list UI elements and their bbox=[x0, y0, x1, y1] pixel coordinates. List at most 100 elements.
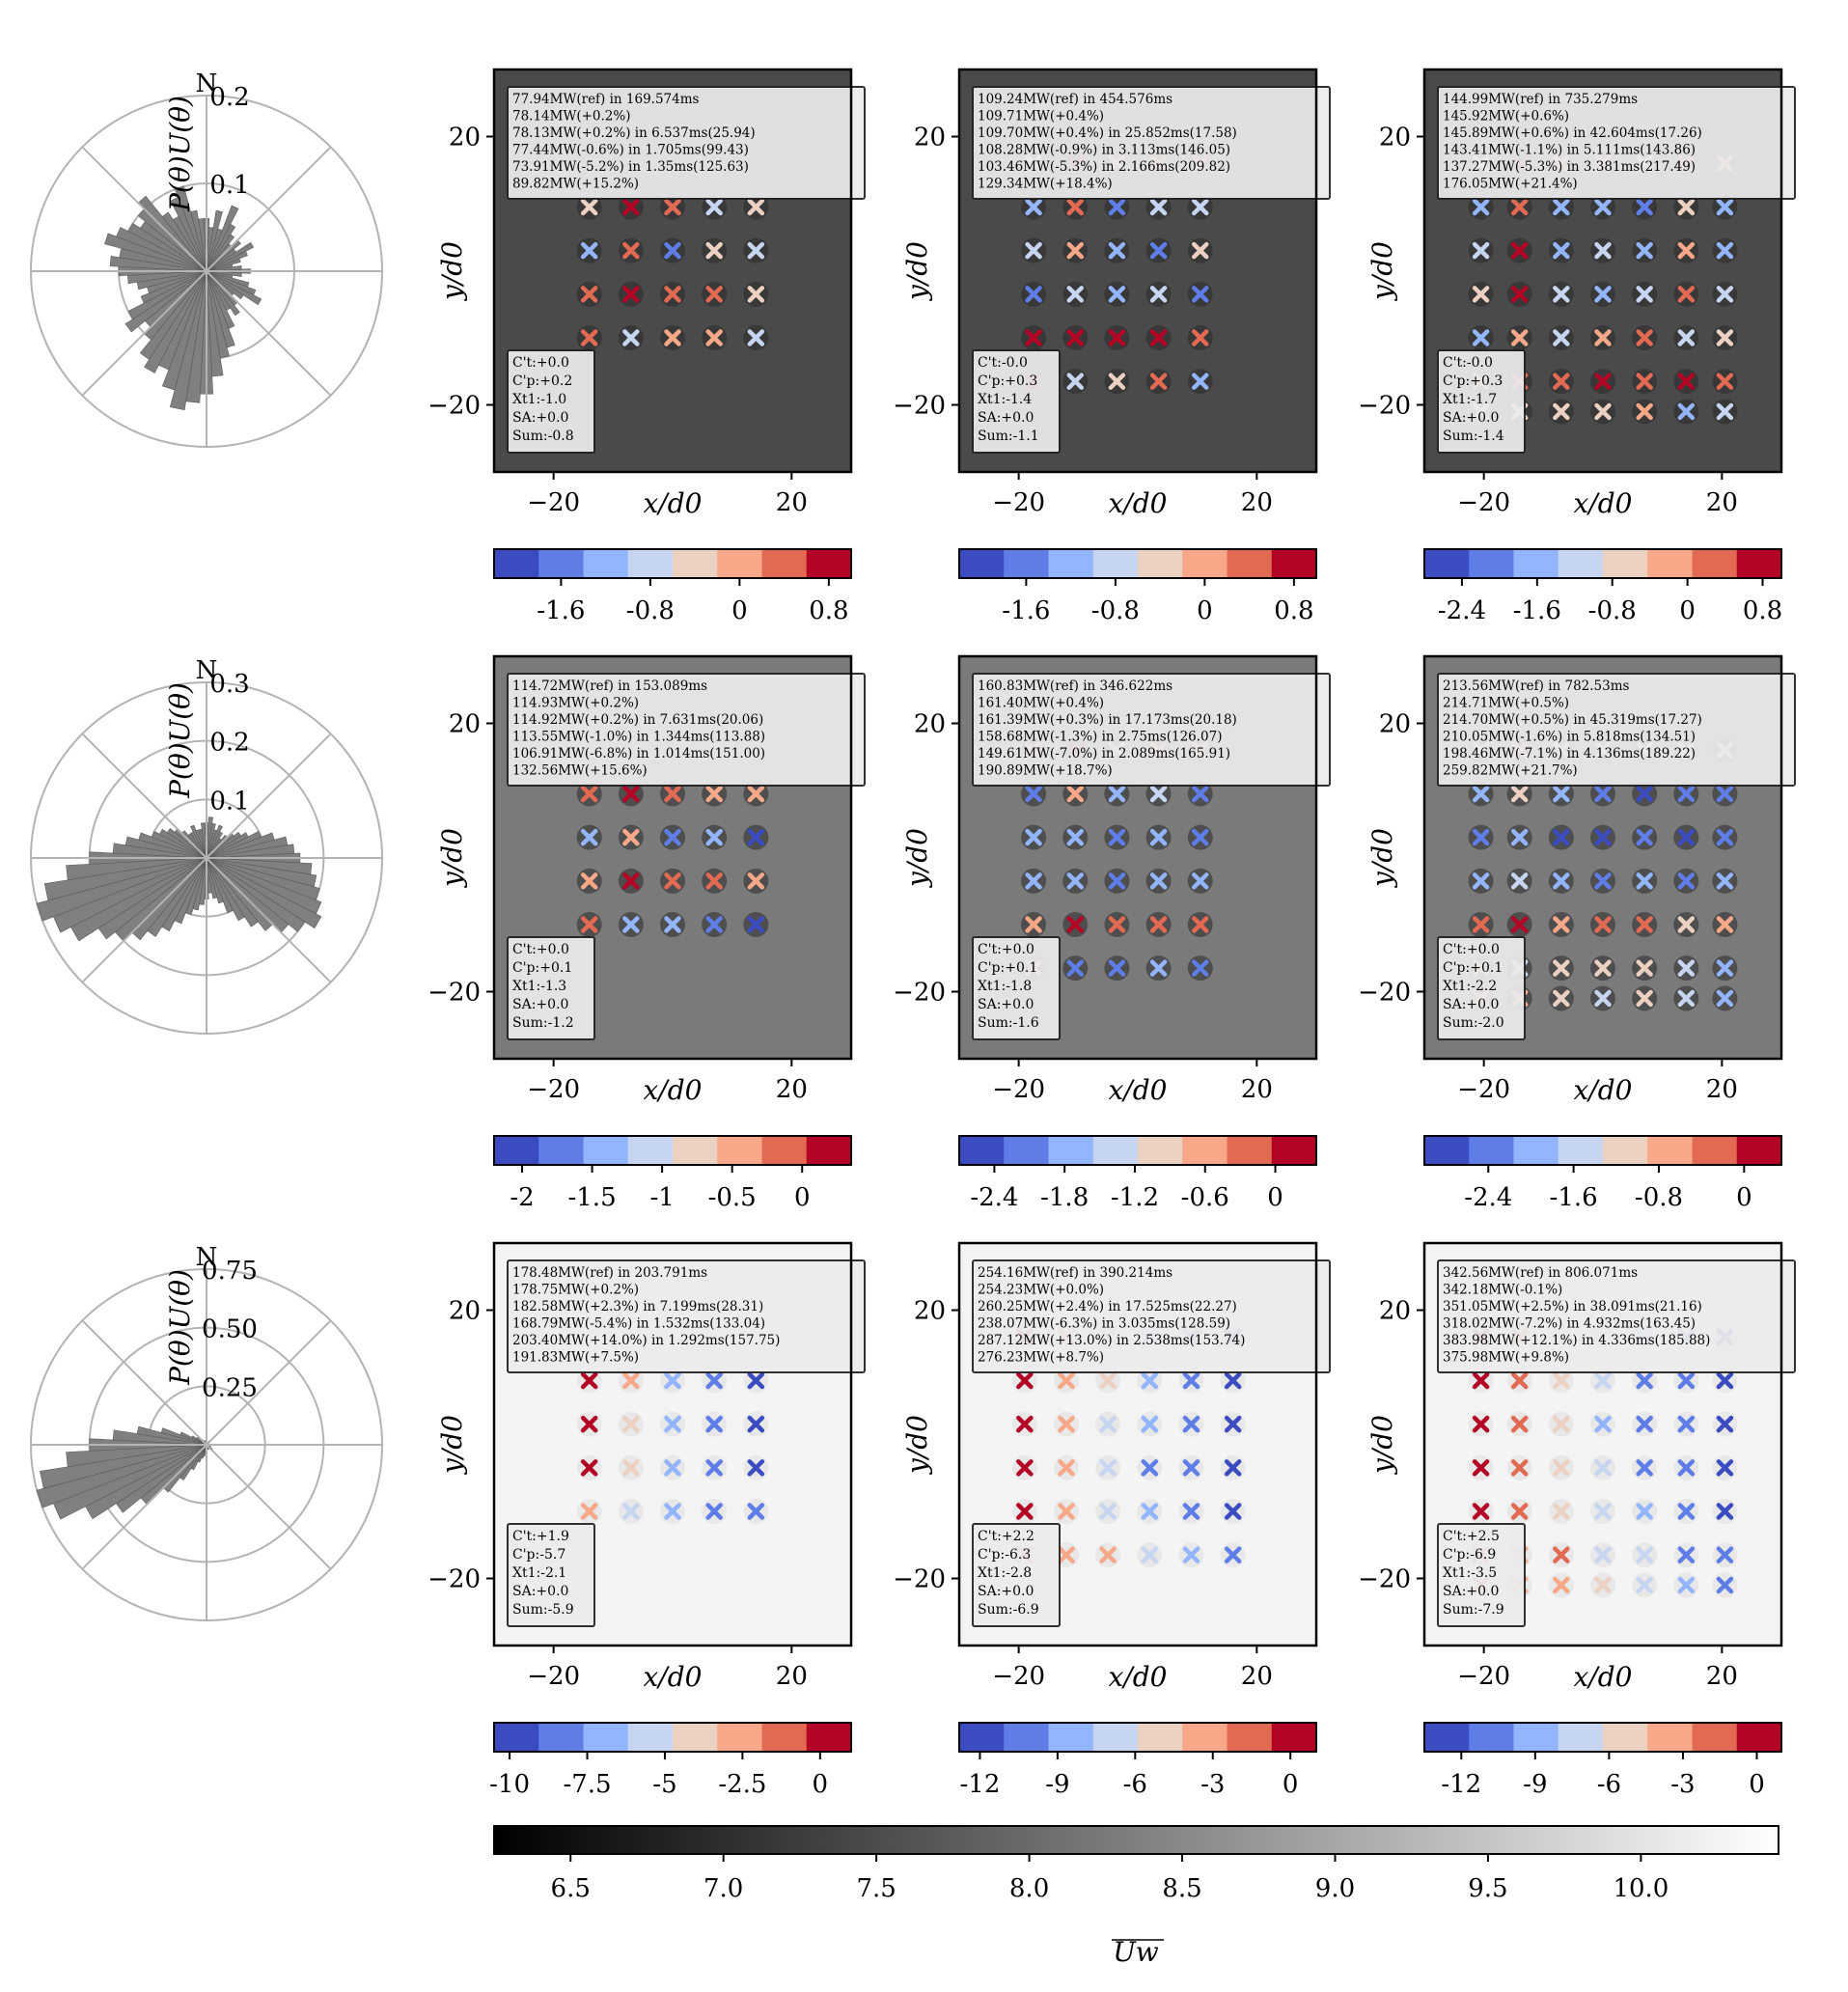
panel-colorbar: -2 -1.5 -1 -0.5 0 bbox=[493, 1135, 852, 1212]
y-tick-label: −20 bbox=[1358, 1565, 1411, 1594]
stats-line: C't:+0.0 bbox=[512, 355, 569, 371]
colorbar-segment bbox=[1647, 1136, 1693, 1165]
turbine-marker bbox=[1510, 872, 1529, 890]
turbine-marker bbox=[1108, 329, 1126, 346]
colorbar-segment bbox=[1647, 1723, 1693, 1752]
turbine-marker bbox=[580, 1503, 598, 1520]
cost-stats-box: C't:+1.9 C'p:-5.7 Xt1:-2.1 SA:+0.0 Sum:-5.9 bbox=[507, 1523, 595, 1627]
colorbar-segment bbox=[1424, 1136, 1470, 1165]
turbine-marker bbox=[1066, 916, 1084, 933]
x-tick-label: 20 bbox=[1241, 488, 1273, 517]
info-line: 161.40MW(+0.4%) bbox=[978, 696, 1104, 711]
colorbar-segment bbox=[1469, 1136, 1514, 1165]
turbine-marker bbox=[747, 241, 765, 260]
turbine-marker bbox=[622, 241, 640, 260]
colorbar-tick-label: -7.5 bbox=[563, 1770, 611, 1799]
turbine-marker bbox=[1636, 785, 1653, 803]
turbine-marker bbox=[747, 329, 765, 346]
turbine-marker bbox=[1716, 916, 1734, 933]
colorbar-segment bbox=[1138, 1723, 1183, 1752]
x-axis-label: x/d0 bbox=[1574, 1661, 1633, 1693]
y-tick-label: 20 bbox=[449, 1297, 481, 1326]
turbine-marker bbox=[705, 1459, 723, 1477]
stats-box-frame bbox=[972, 349, 1061, 454]
turbine-marker bbox=[1192, 872, 1209, 890]
rose-spoke bbox=[206, 1444, 332, 1570]
info-box-frame bbox=[1437, 86, 1796, 200]
colorbar-tick-label: -3 bbox=[1670, 1770, 1695, 1799]
turbine-marker bbox=[1025, 828, 1042, 846]
colorbar-tick-label: -9 bbox=[1045, 1770, 1069, 1799]
rose-spoke bbox=[206, 857, 332, 983]
turbine-marker bbox=[664, 785, 681, 803]
turbine-marker bbox=[1716, 1503, 1734, 1520]
turbine-marker bbox=[1716, 959, 1734, 977]
turbine-marker bbox=[1510, 916, 1529, 933]
turbine-marker bbox=[622, 785, 640, 803]
colorbar-segment bbox=[1048, 1136, 1094, 1165]
turbine-marker bbox=[1553, 402, 1570, 421]
stats-line: Sum:-2.0 bbox=[1443, 1015, 1504, 1031]
rose-tick-label: 0.50 bbox=[202, 1315, 258, 1344]
turbine-marker bbox=[1677, 785, 1696, 803]
turbine-marker bbox=[1149, 373, 1168, 390]
y-tick-label: −20 bbox=[428, 392, 481, 421]
turbine-marker bbox=[1224, 1371, 1242, 1390]
colorbar-tick-label: -2.4 bbox=[1438, 596, 1486, 625]
info-line: 276.23MW(+8.7%) bbox=[978, 1350, 1104, 1366]
turbine-marker bbox=[1553, 198, 1570, 216]
info-line: 129.34MW(+18.4%) bbox=[978, 177, 1113, 192]
info-line: 203.40MW(+14.0%) in 1.292ms(157.75) bbox=[512, 1333, 780, 1348]
turbine-marker bbox=[1594, 286, 1612, 303]
turbine-marker bbox=[1141, 1371, 1159, 1390]
turbine-marker bbox=[1553, 1415, 1570, 1433]
turbine-marker bbox=[1192, 959, 1209, 977]
turbine-marker bbox=[1025, 198, 1042, 216]
y-tick-label: 20 bbox=[449, 710, 481, 739]
info-line: 342.18MW(-0.1%) bbox=[1443, 1283, 1562, 1298]
turbine-marker bbox=[1472, 329, 1490, 346]
stats-line: C't:+0.0 bbox=[978, 942, 1034, 957]
turbine-marker bbox=[1553, 329, 1570, 346]
panel-colorbar: -12 -9 -6 -3 0 bbox=[958, 1722, 1317, 1799]
turbine-marker bbox=[580, 286, 598, 303]
info-line: 213.56MW(ref) in 782.53ms bbox=[1443, 678, 1630, 694]
colorbar-segment bbox=[627, 1723, 674, 1752]
stats-line: Sum:-0.8 bbox=[512, 429, 574, 444]
turbine-marker bbox=[1224, 1503, 1242, 1520]
turbine-marker bbox=[664, 872, 681, 890]
info-line: 89.82MW(+15.2%) bbox=[512, 177, 639, 192]
turbine-marker bbox=[664, 1415, 681, 1433]
colorbar-tick-label: -0.6 bbox=[1181, 1183, 1229, 1212]
x-tick-label: 20 bbox=[1706, 488, 1738, 517]
result-info-box: 77.94MW(ref) in 169.574ms78.14MW(+0.2%)7… bbox=[507, 86, 866, 200]
turbine-marker bbox=[1025, 286, 1042, 303]
turbine-marker bbox=[705, 785, 723, 803]
colorbar-tick-label: 0 bbox=[1736, 1183, 1752, 1212]
y-axis-label: y/d0 bbox=[901, 241, 933, 302]
turbine-marker bbox=[1677, 1415, 1696, 1433]
colorbar-tick-label: -0.8 bbox=[1588, 596, 1637, 625]
stats-line: C't:-0.0 bbox=[1443, 355, 1493, 371]
rose-bar bbox=[198, 218, 207, 272]
turbine-marker bbox=[622, 329, 640, 346]
x-tick-label: 20 bbox=[1241, 1075, 1273, 1104]
x-tick-label: 20 bbox=[1241, 1662, 1273, 1691]
colorbar-segment bbox=[494, 1136, 539, 1165]
colorbar-segment bbox=[1271, 549, 1317, 578]
x-tick-label: 20 bbox=[776, 488, 808, 517]
stats-line: C'p:+0.3 bbox=[1443, 374, 1503, 389]
colorbar-segment bbox=[1138, 549, 1183, 578]
main-colorbar-tick-label: 7.5 bbox=[856, 1874, 896, 1903]
info-line: 73.91MW(-5.2%) in 1.35ms(125.63) bbox=[512, 159, 749, 175]
info-line: 178.48MW(ref) in 203.791ms bbox=[512, 1265, 707, 1281]
info-line: 351.05MW(+2.5%) in 38.091ms(21.16) bbox=[1443, 1299, 1702, 1314]
turbine-marker bbox=[1472, 1415, 1490, 1433]
colorbar-segment bbox=[1558, 549, 1604, 578]
info-line: 144.99MW(ref) in 735.279ms bbox=[1443, 92, 1638, 107]
info-line: 375.98MW(+9.8%) bbox=[1443, 1350, 1569, 1366]
colorbar-segment bbox=[1004, 1723, 1049, 1752]
turbine-marker bbox=[1016, 1415, 1034, 1433]
turbine-marker bbox=[1677, 373, 1696, 390]
